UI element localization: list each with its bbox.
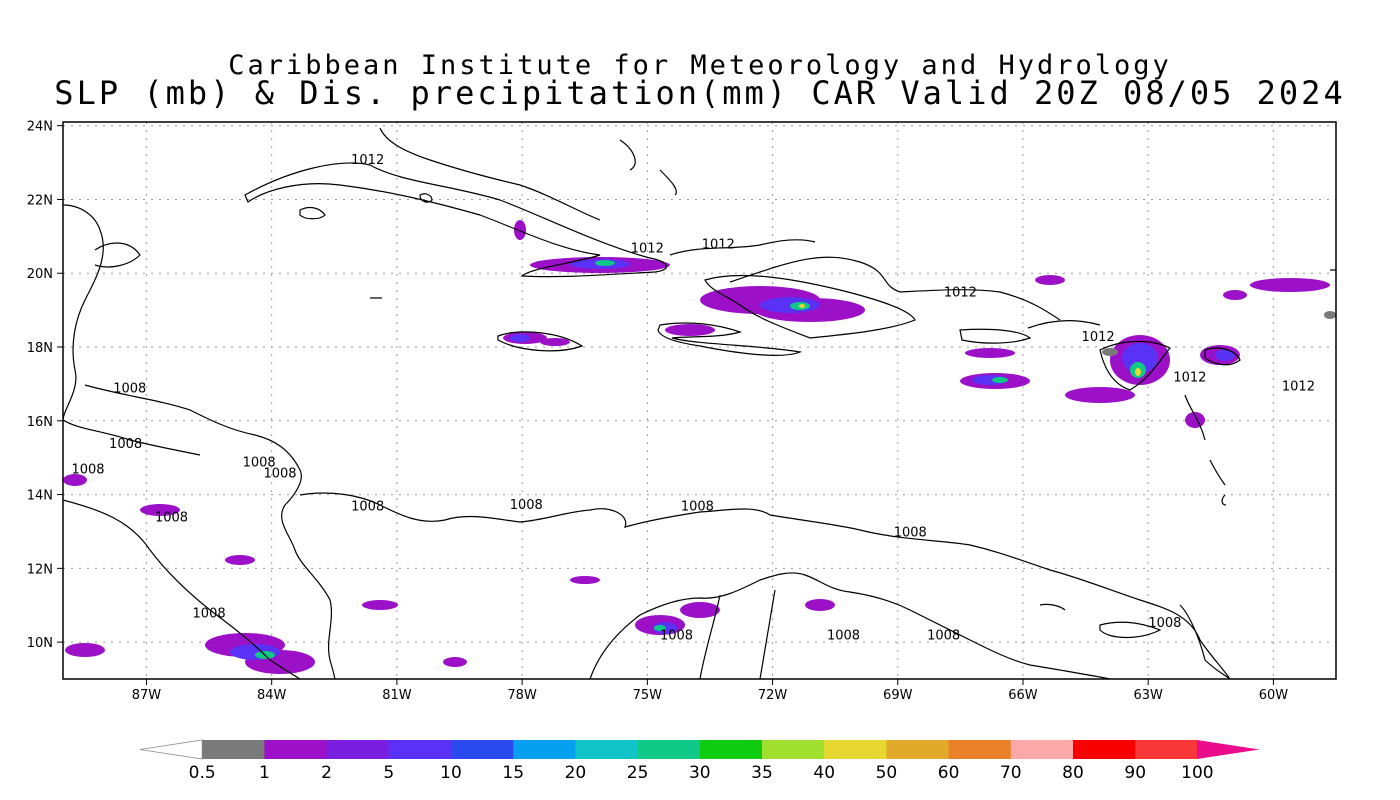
institute-title: Caribbean Institute for Meteorology and …: [228, 50, 1172, 81]
lat-tick-label: 14N: [27, 489, 53, 504]
colorbar-label: 15: [502, 763, 524, 783]
colorbar-label: 60: [938, 763, 960, 783]
colorbar-segment: [451, 740, 514, 759]
colorbar-label: 10: [440, 763, 462, 783]
colorbar-label: 25: [627, 763, 649, 783]
isobar-label: 1008: [660, 629, 693, 644]
colorbar-segment: [388, 740, 452, 759]
lat-tick-label: 10N: [27, 636, 53, 651]
lat-tick-label: 22N: [27, 193, 53, 208]
lat-tick-label: 12N: [27, 562, 53, 577]
colorbar-segment: [637, 740, 701, 759]
colorbar-segment: [886, 740, 950, 759]
map-gridlines: [63, 122, 1336, 679]
lon-tick-label: 84W: [257, 688, 287, 703]
colorbar-segment: [1073, 740, 1136, 759]
isobar-label: 1012: [702, 238, 735, 253]
isobar-label: 1008: [243, 455, 276, 470]
isobar-label: 1012: [1173, 371, 1206, 386]
lon-tick-label: 81W: [382, 688, 412, 703]
lon-tick-label: 69W: [883, 688, 913, 703]
lon-tick-label: 63W: [1133, 688, 1163, 703]
isobar-label: 1008: [827, 629, 860, 644]
colorbar-label: 2: [321, 763, 332, 783]
colorbar-label: 40: [813, 763, 835, 783]
lon-tick-label: 60W: [1259, 688, 1289, 703]
precipitation-layer: [63, 220, 1336, 674]
isobar-label: 1008: [263, 466, 296, 481]
lon-tick-label: 87W: [132, 688, 162, 703]
colorbar-label: 30: [689, 763, 711, 783]
lon-tick-label: 72W: [758, 688, 788, 703]
lat-tick-label: 24N: [27, 120, 53, 135]
colorbar-segment: [699, 740, 763, 759]
colorbar-label: 5: [383, 763, 394, 783]
colorbar-low-arrow: [139, 739, 203, 760]
colorbar-label: 100: [1181, 763, 1213, 783]
colorbar-segment: [575, 740, 639, 759]
colorbar-segment: [264, 740, 328, 759]
product-title: SLP (mb) & Dis. precipitation(mm) CAR Va…: [54, 74, 1346, 112]
isobar-label: 1008: [113, 382, 146, 397]
lon-tick-label: 78W: [507, 688, 537, 703]
isobar-label: 1012: [631, 241, 664, 256]
lon-tick-label: 66W: [1008, 688, 1038, 703]
colorbar-label: 90: [1124, 763, 1146, 783]
colorbar-segment: [202, 740, 265, 759]
isobar-label: 1008: [155, 511, 188, 526]
lat-tick-label: 16N: [27, 415, 53, 430]
colorbar-segment: [513, 740, 576, 759]
isobar-label: 1008: [510, 498, 543, 513]
map-frame: [62, 121, 1337, 680]
colorbar-segment: [1135, 740, 1198, 759]
isobar-label: 1012: [1282, 380, 1315, 395]
isobar-label: 1008: [1148, 616, 1181, 631]
colorbar-high-arrow: [1196, 740, 1260, 759]
colorbar-segment: [1010, 740, 1074, 759]
colorbar-segment: [762, 740, 825, 759]
colorbar-label: 70: [1000, 763, 1022, 783]
longitude-axis: 87W 84W 81W 78W 75W 72W 69W 66W 63W 60W: [132, 679, 1288, 703]
isobar-label: 1008: [351, 500, 384, 515]
latitude-axis: 24N 22N 20N 18N 16N 14N 12N 10N: [27, 120, 63, 651]
colorbar-segment: [326, 740, 390, 759]
isobar-label: 1008: [681, 500, 714, 515]
isobar-label: 1008: [71, 463, 104, 478]
colorbar-segment: [948, 740, 1012, 759]
colorbar-segment: [824, 740, 887, 759]
isobar-label: 1012: [351, 153, 384, 168]
colorbar-label: 20: [565, 763, 587, 783]
lat-tick-label: 18N: [27, 341, 53, 356]
isobar-label: 1012: [944, 286, 977, 301]
isobar-label: 1008: [193, 607, 226, 622]
colorbar-label: 0.5: [189, 763, 216, 783]
isobar-label: 1008: [927, 629, 960, 644]
isobar-label: 1012: [1082, 330, 1115, 345]
colorbar-label: 1: [259, 763, 270, 783]
isobar-label: 1008: [894, 525, 927, 540]
lon-tick-label: 75W: [633, 688, 663, 703]
isobar-label: 1008: [109, 437, 142, 452]
lat-tick-label: 20N: [27, 267, 53, 282]
precipitation-colorbar: 0.5 1 2 5 10 15 20 25 30 35 40 50 60 70 80 90 100: [139, 739, 1260, 783]
colorbar-label: 35: [751, 763, 773, 783]
colorbar-label: 80: [1062, 763, 1084, 783]
coastlines: [63, 127, 1336, 679]
colorbar-label: 50: [876, 763, 898, 783]
